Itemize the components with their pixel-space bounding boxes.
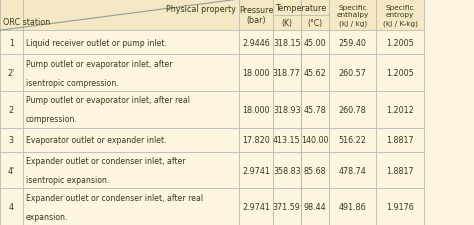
Text: 260.57: 260.57 bbox=[339, 69, 366, 78]
Bar bbox=[0, 92, 424, 128]
Text: Temperature: Temperature bbox=[275, 4, 327, 13]
Text: 45.78: 45.78 bbox=[304, 105, 327, 114]
Text: (K): (K) bbox=[281, 19, 292, 28]
Text: compression.: compression. bbox=[26, 115, 77, 124]
Text: 2': 2' bbox=[8, 69, 15, 78]
Text: 1.8817: 1.8817 bbox=[386, 136, 414, 145]
Text: Liquid receiver outlet or pump inlet.: Liquid receiver outlet or pump inlet. bbox=[26, 39, 166, 48]
Text: Specific
entropy
(kJ / K-kg): Specific entropy (kJ / K-kg) bbox=[383, 4, 418, 27]
Text: 1.9176: 1.9176 bbox=[386, 202, 414, 211]
Text: 1.2005: 1.2005 bbox=[386, 69, 414, 78]
Text: (°C): (°C) bbox=[308, 19, 323, 28]
Text: 478.74: 478.74 bbox=[339, 166, 366, 175]
Text: 1.2005: 1.2005 bbox=[386, 39, 414, 48]
Text: (bar): (bar) bbox=[246, 16, 266, 25]
Text: Evaporator outlet or expander inlet.: Evaporator outlet or expander inlet. bbox=[26, 136, 166, 145]
Text: Pump outlet or evaporator inlet, after: Pump outlet or evaporator inlet, after bbox=[26, 59, 172, 68]
Text: Pressure: Pressure bbox=[239, 6, 273, 15]
Text: 2.9741: 2.9741 bbox=[242, 202, 270, 211]
Text: 45.00: 45.00 bbox=[304, 39, 327, 48]
Text: isentropic compression.: isentropic compression. bbox=[26, 78, 119, 87]
Text: Physical property: Physical property bbox=[166, 4, 236, 13]
Text: 318.77: 318.77 bbox=[273, 69, 301, 78]
Text: 3: 3 bbox=[9, 136, 14, 145]
Bar bbox=[0, 31, 424, 55]
Text: 85.68: 85.68 bbox=[304, 166, 327, 175]
Text: isentropic expansion.: isentropic expansion. bbox=[26, 176, 109, 184]
Bar bbox=[0, 128, 424, 152]
Text: 140.00: 140.00 bbox=[301, 136, 329, 145]
Text: 4: 4 bbox=[9, 202, 14, 211]
Text: 18.000: 18.000 bbox=[242, 105, 270, 114]
Text: 2.9446: 2.9446 bbox=[242, 39, 270, 48]
Text: 259.40: 259.40 bbox=[339, 39, 366, 48]
Bar bbox=[0, 55, 424, 92]
Text: 491.86: 491.86 bbox=[339, 202, 366, 211]
Bar bbox=[0, 189, 424, 225]
Text: 371.59: 371.59 bbox=[273, 202, 301, 211]
Text: 2.9741: 2.9741 bbox=[242, 166, 270, 175]
Text: 318.93: 318.93 bbox=[273, 105, 301, 114]
Text: 318.15: 318.15 bbox=[273, 39, 301, 48]
Text: 2: 2 bbox=[9, 105, 14, 114]
Text: 18.000: 18.000 bbox=[242, 69, 270, 78]
Text: 1: 1 bbox=[9, 39, 14, 48]
Text: 260.78: 260.78 bbox=[339, 105, 366, 114]
Text: 17.820: 17.820 bbox=[242, 136, 270, 145]
Text: 98.44: 98.44 bbox=[304, 202, 327, 211]
Text: Pump outlet or evaporator inlet, after real: Pump outlet or evaporator inlet, after r… bbox=[26, 96, 190, 105]
Text: 1.2012: 1.2012 bbox=[386, 105, 414, 114]
Text: Specific
enthalpy
(kJ / kg): Specific enthalpy (kJ / kg) bbox=[337, 4, 369, 27]
Text: 1.8817: 1.8817 bbox=[386, 166, 414, 175]
Bar bbox=[0, 152, 424, 189]
Bar bbox=[0, 0, 424, 31]
Text: 516.22: 516.22 bbox=[339, 136, 366, 145]
Text: expansion.: expansion. bbox=[26, 212, 68, 221]
Text: ORC station: ORC station bbox=[3, 18, 50, 27]
Text: 4': 4' bbox=[8, 166, 15, 175]
Text: 413.15: 413.15 bbox=[273, 136, 301, 145]
Text: Expander outlet or condenser inlet, after: Expander outlet or condenser inlet, afte… bbox=[26, 156, 185, 165]
Text: Expander outlet or condenser inlet, after real: Expander outlet or condenser inlet, afte… bbox=[26, 193, 203, 202]
Text: 358.83: 358.83 bbox=[273, 166, 301, 175]
Text: 45.62: 45.62 bbox=[304, 69, 327, 78]
